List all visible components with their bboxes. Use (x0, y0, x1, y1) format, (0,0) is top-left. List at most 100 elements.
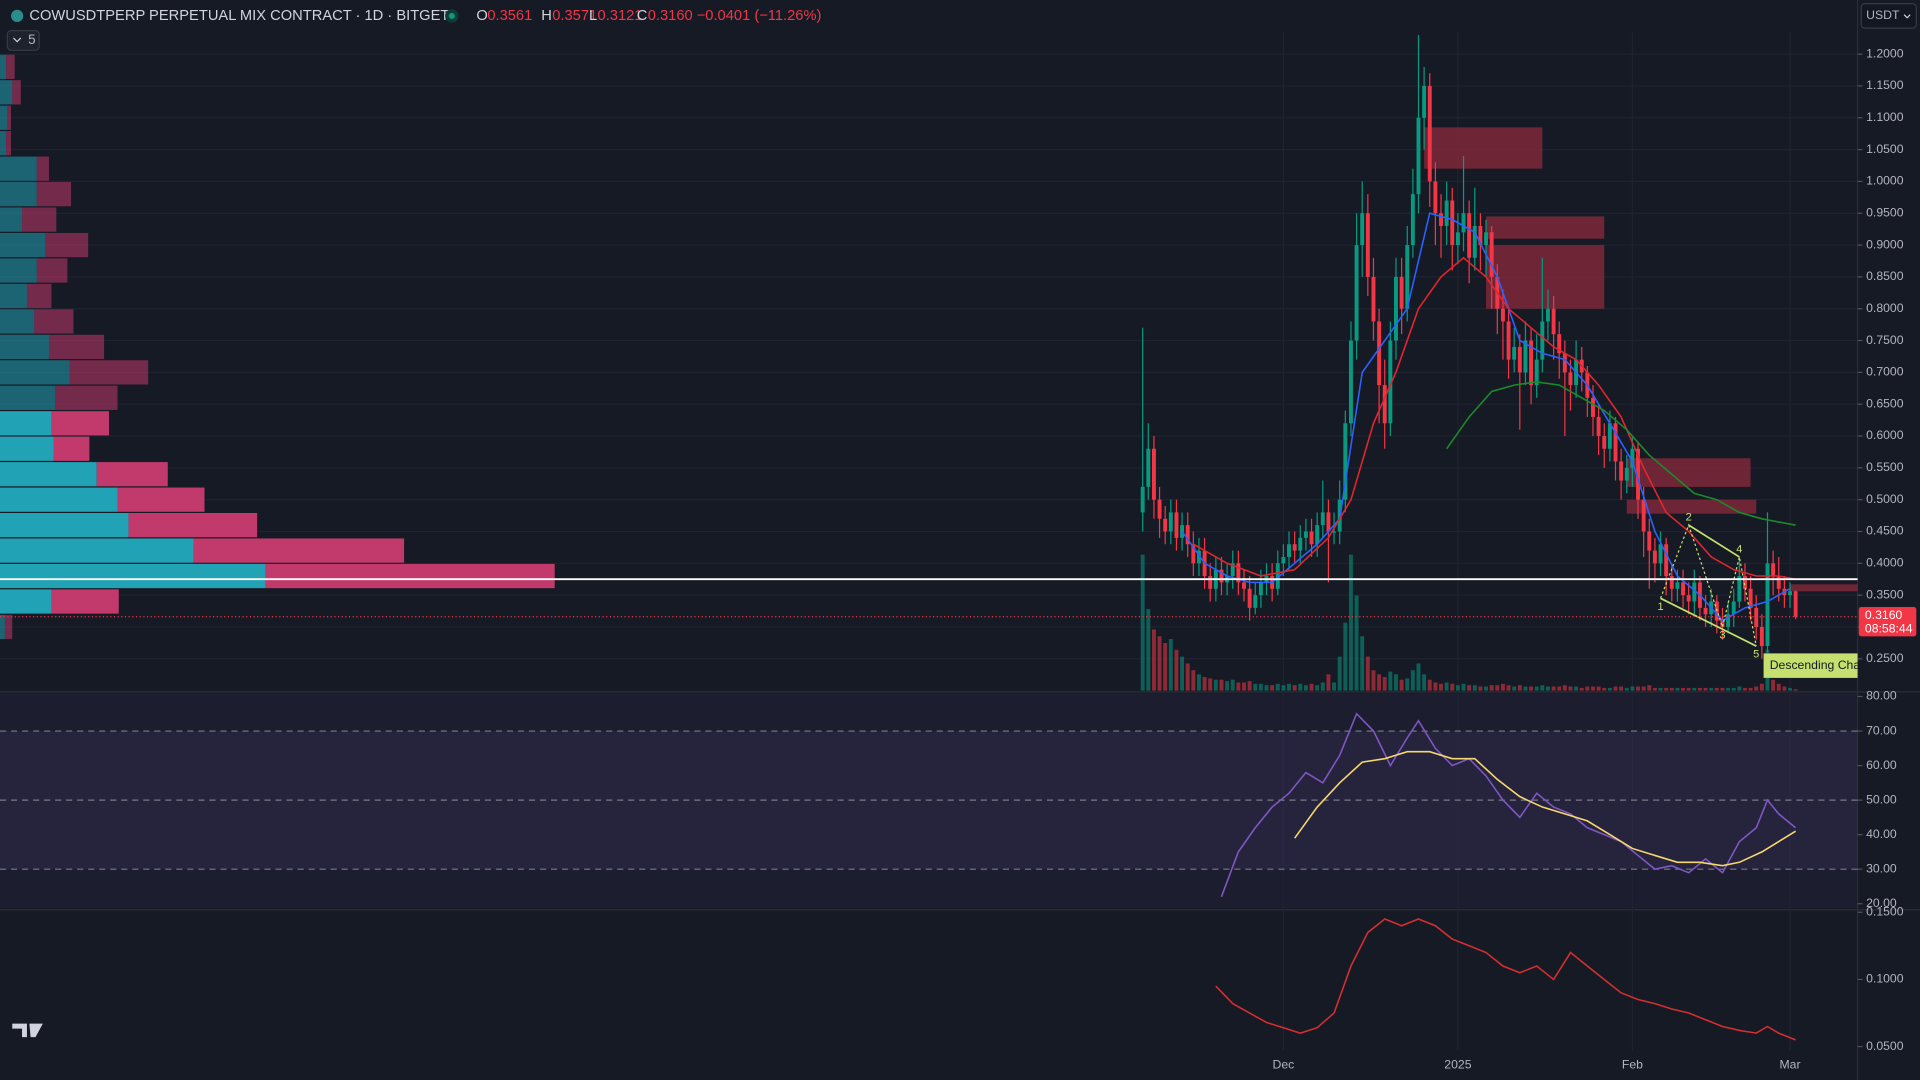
candle-body (1681, 582, 1686, 596)
indicator-count: 5 (28, 32, 35, 47)
profile-sell (12, 80, 21, 105)
volume-bar (1529, 686, 1534, 691)
ohlc-value: 0.3160 (648, 8, 693, 24)
volume-bar (1439, 683, 1443, 691)
y-tick-label: 0.1500 (1866, 904, 1904, 918)
profile-sell (34, 309, 74, 334)
volume-bar (1658, 687, 1663, 691)
candle-body (1720, 620, 1725, 627)
candle-body (1315, 525, 1320, 545)
profile-sell (6, 131, 12, 156)
volume-bar (1219, 679, 1224, 691)
candle-body (1354, 245, 1359, 341)
volume-bar (1709, 687, 1714, 691)
candle-body (1360, 213, 1365, 246)
y-tick-label: 0.9000 (1866, 237, 1904, 251)
profile-buy (0, 156, 37, 181)
candle-body (1788, 591, 1792, 596)
profile-sell (193, 538, 405, 563)
candle-body (1737, 576, 1742, 602)
currency-select[interactable] (1860, 3, 1917, 29)
y-tick-label: 40.00 (1866, 827, 1897, 841)
candle-body (1326, 512, 1331, 532)
symbol-icon (11, 9, 24, 23)
volume-bar (1523, 686, 1528, 691)
volume-bar (1332, 682, 1337, 691)
volume-bar (1225, 681, 1230, 691)
volume-bar (1377, 674, 1382, 691)
y-tick-label: 0.6500 (1866, 396, 1904, 410)
profile-buy (0, 462, 97, 487)
candle-body (1658, 544, 1663, 564)
volume-bar (1371, 670, 1376, 691)
volume-bar (1444, 682, 1449, 691)
indicator-toggle[interactable] (6, 30, 40, 51)
volume-bar (1270, 685, 1275, 691)
profile-sell (36, 182, 72, 207)
volume-bar (1574, 686, 1579, 691)
volume-bar (1506, 685, 1511, 691)
candle-body (1191, 544, 1196, 564)
chevron (13, 37, 22, 43)
volume-bar (1759, 683, 1764, 691)
profile-sell (51, 411, 109, 436)
volume-bar (1669, 687, 1674, 691)
volume-bar (1500, 683, 1505, 691)
candle-body (1230, 563, 1235, 577)
candle-body (1596, 416, 1601, 437)
volume-bar (1405, 678, 1410, 691)
profile-sell (36, 156, 49, 181)
volume-bar (1681, 687, 1686, 691)
volume-bar (1394, 674, 1398, 691)
order-block (1626, 458, 1751, 487)
candle-body (1309, 531, 1314, 545)
x-tick-label: Dec (1273, 1058, 1295, 1072)
volume-bar (1551, 686, 1556, 691)
ohlc-value: 0.3561 (487, 8, 532, 24)
profile-sell (96, 462, 168, 487)
volume-bar (1664, 687, 1669, 691)
currency: USDT (1866, 8, 1900, 22)
candle-body (1258, 582, 1263, 596)
candle-body (1686, 595, 1691, 602)
candle-body (1652, 550, 1657, 564)
y-tick-label: 0.9500 (1866, 205, 1904, 219)
candle-body (1472, 225, 1477, 258)
volume-bar (1636, 686, 1640, 691)
profile-sell (69, 360, 149, 385)
ohlc-name: L (589, 8, 597, 24)
candle-body (1765, 563, 1770, 647)
volume-bar (1782, 686, 1787, 691)
volume-bar (1422, 674, 1427, 691)
profile-buy (0, 360, 70, 385)
candle-body (1422, 85, 1427, 118)
candle-body (1253, 595, 1258, 608)
y-tick-label: 0.4000 (1866, 556, 1904, 570)
volume-bar (1788, 687, 1792, 691)
volume-bar (1292, 685, 1297, 691)
candle-body (1675, 582, 1680, 589)
volume-bar (1697, 687, 1702, 691)
profile-buy (0, 589, 52, 614)
candle-body (1439, 213, 1443, 226)
candle-body (1427, 85, 1432, 182)
candle-body (1287, 544, 1291, 557)
line-series (1294, 750, 1797, 867)
volume-bar (1737, 686, 1742, 691)
candle-body (1450, 200, 1455, 246)
volume-bar (1236, 682, 1241, 691)
profile-sell (4, 614, 13, 640)
y-tick-label: 0.7500 (1866, 333, 1904, 347)
candle-body (1343, 423, 1348, 500)
candle-body (1281, 556, 1286, 564)
candle-body (1551, 308, 1556, 335)
pattern-label: Descending Cha (1770, 658, 1861, 672)
y-tick-label: 1.2000 (1866, 46, 1904, 60)
volume-bar (1433, 682, 1438, 691)
change: −0.0401 (−11.26%) (697, 8, 822, 24)
candle-body (1743, 576, 1747, 589)
profile-sell (7, 105, 12, 130)
profile-sell (45, 232, 89, 258)
y-tick-label: 20.00 (1866, 896, 1897, 910)
volume-bar (1771, 679, 1776, 691)
